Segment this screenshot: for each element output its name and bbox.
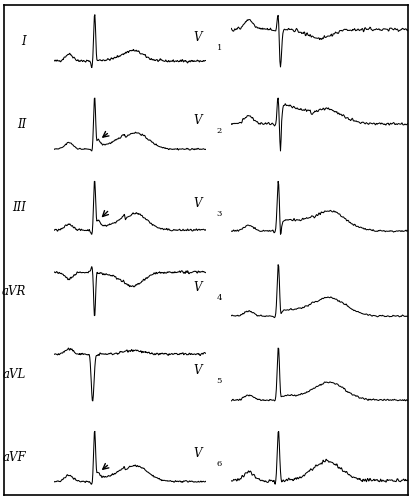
Text: aVR: aVR (2, 284, 26, 298)
Text: V: V (194, 280, 202, 293)
Text: 4: 4 (216, 294, 222, 302)
Text: III: III (12, 202, 26, 214)
Text: 5: 5 (216, 377, 222, 385)
Text: V: V (194, 30, 202, 44)
Text: aVF: aVF (2, 452, 26, 464)
Text: I: I (21, 34, 26, 48)
Text: 3: 3 (216, 210, 222, 218)
Text: 2: 2 (217, 127, 222, 135)
Text: V: V (194, 198, 202, 210)
Text: 6: 6 (217, 460, 222, 468)
Text: aVL: aVL (3, 368, 26, 381)
Text: V: V (194, 114, 202, 127)
Text: V: V (194, 364, 202, 377)
Text: V: V (194, 448, 202, 460)
Text: 1: 1 (216, 44, 222, 52)
Text: II: II (17, 118, 26, 131)
